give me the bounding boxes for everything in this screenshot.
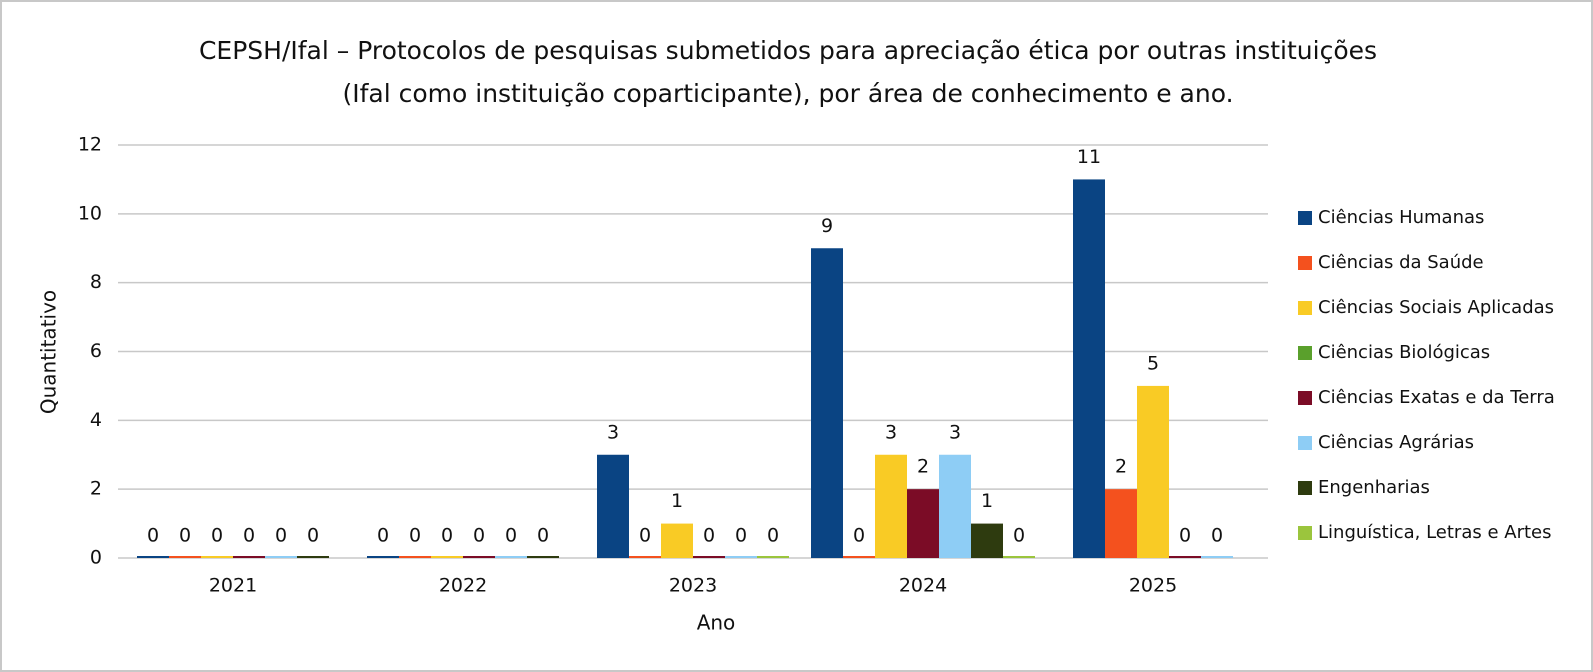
- legend-label: Engenharias: [1318, 477, 1430, 498]
- bar: [1201, 556, 1233, 558]
- bar: [597, 454, 629, 558]
- bar: [971, 523, 1003, 558]
- bar: [1105, 489, 1137, 558]
- legend-label: Ciências Agrárias: [1318, 432, 1474, 453]
- value-label: 0: [211, 525, 223, 547]
- y-axis-label: Quantitativo: [37, 290, 61, 414]
- value-label: 0: [243, 525, 255, 547]
- legend-label: Ciências Exatas e da Terra: [1318, 387, 1555, 408]
- value-label: 5: [1147, 352, 1159, 374]
- bar: [811, 248, 843, 558]
- x-tick-label: 2022: [439, 575, 487, 597]
- y-tick-label: 2: [90, 478, 102, 500]
- x-tick-label: 2024: [899, 575, 947, 597]
- value-label: 2: [1115, 456, 1127, 478]
- bar: [693, 556, 725, 558]
- legend-label: Ciências Biológicas: [1318, 342, 1490, 363]
- chart-title: CEPSH/Ifal – Protocolos de pesquisas sub…: [199, 36, 1377, 65]
- bar: [399, 556, 431, 558]
- legend-swatch: [1298, 211, 1312, 225]
- legend-swatch: [1298, 301, 1312, 315]
- value-label: 0: [147, 525, 159, 547]
- value-label: 3: [949, 421, 961, 443]
- bar: [265, 556, 297, 558]
- y-tick-label: 4: [90, 409, 102, 431]
- bar: [431, 556, 463, 558]
- value-label: 3: [885, 421, 897, 443]
- bar: [725, 556, 757, 558]
- y-tick-label: 12: [78, 134, 102, 156]
- bar: [757, 556, 789, 558]
- legend-swatch: [1298, 346, 1312, 360]
- bar: [629, 556, 661, 558]
- y-tick-label: 8: [90, 271, 102, 293]
- value-label: 0: [473, 525, 485, 547]
- value-label: 0: [735, 525, 747, 547]
- value-label: 0: [1211, 525, 1223, 547]
- bar: [1003, 556, 1035, 558]
- value-label: 0: [377, 525, 389, 547]
- value-label: 0: [767, 525, 779, 547]
- bar: [907, 489, 939, 558]
- value-label: 3: [607, 421, 619, 443]
- legend-label: Linguística, Letras e Artes: [1318, 522, 1551, 543]
- value-label: 11: [1077, 146, 1101, 168]
- value-label: 0: [307, 525, 319, 547]
- value-label: 0: [639, 525, 651, 547]
- legend-swatch: [1298, 436, 1312, 450]
- y-tick-label: 6: [90, 340, 102, 362]
- chart-title: (Ifal como instituição coparticipante), …: [342, 79, 1233, 108]
- bar: [661, 523, 693, 558]
- bar: [1073, 179, 1105, 558]
- value-label: 0: [703, 525, 715, 547]
- bar: [527, 556, 559, 558]
- value-label: 0: [409, 525, 421, 547]
- x-tick-label: 2021: [209, 575, 257, 597]
- value-label: 0: [505, 525, 517, 547]
- y-tick-label: 10: [78, 202, 102, 224]
- bar: [495, 556, 527, 558]
- bar: [233, 556, 265, 558]
- bar: [463, 556, 495, 558]
- bar: [875, 454, 907, 558]
- bar: [297, 556, 329, 558]
- x-tick-label: 2025: [1129, 575, 1177, 597]
- value-label: 0: [275, 525, 287, 547]
- x-axis-label: Ano: [697, 611, 736, 635]
- legend-swatch: [1298, 391, 1312, 405]
- y-tick-label: 0: [90, 547, 102, 569]
- bar: [169, 556, 201, 558]
- value-label: 0: [1179, 525, 1191, 547]
- legend-label: Ciências Humanas: [1318, 207, 1484, 228]
- legend-label: Ciências Sociais Aplicadas: [1318, 297, 1554, 318]
- bar: [201, 556, 233, 558]
- bar: [1169, 556, 1201, 558]
- legend-swatch: [1298, 526, 1312, 540]
- legend-label: Ciências da Saúde: [1318, 252, 1484, 273]
- value-label: 0: [179, 525, 191, 547]
- x-tick-label: 2023: [669, 575, 717, 597]
- legend-swatch: [1298, 481, 1312, 495]
- bar: [843, 556, 875, 558]
- bar: [939, 454, 971, 558]
- value-label: 1: [671, 490, 683, 512]
- legend-swatch: [1298, 256, 1312, 270]
- value-label: 2: [917, 456, 929, 478]
- value-label: 1: [981, 490, 993, 512]
- bar: [1137, 385, 1169, 558]
- value-label: 0: [1013, 525, 1025, 547]
- bar: [137, 556, 169, 558]
- bar: [367, 556, 399, 558]
- value-label: 9: [821, 215, 833, 237]
- value-label: 0: [441, 525, 453, 547]
- value-label: 0: [537, 525, 549, 547]
- value-label: 0: [853, 525, 865, 547]
